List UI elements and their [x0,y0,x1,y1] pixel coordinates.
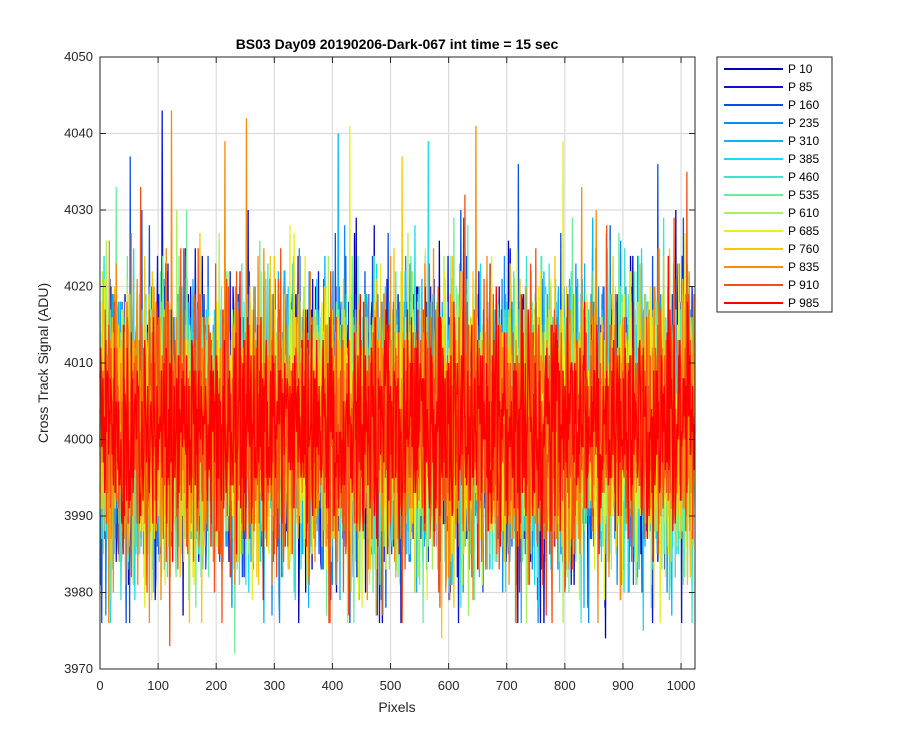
series-line-p-910 [99,171,696,647]
legend-label: P 85 [788,80,813,94]
x-tick-label: 100 [147,678,169,693]
x-tick-label: 300 [263,678,285,693]
y-tick-label: 4020 [64,279,93,294]
chart-title: BS03 Day09 20190206-Dark-067 int time = … [236,36,559,52]
y-axis-title: Cross Track Signal (ADU) [35,283,51,443]
legend-label: P 160 [788,98,819,112]
legend-label: P 385 [788,152,819,166]
legend-label: P 10 [788,62,813,76]
series-lines [99,110,696,654]
x-tick-label: 600 [438,678,460,693]
legend-label: P 760 [788,242,819,256]
y-tick-label: 3990 [64,508,93,523]
x-tick-label: 1000 [667,678,696,693]
x-tick-label: 200 [205,678,227,693]
x-tick-label: 900 [612,678,634,693]
legend: P 10 P 85 P 160 P 235 P 310 P 385 P 460 P 535 P … [716,56,833,313]
x-tick-label: 500 [380,678,402,693]
y-tick-label: 3970 [64,661,93,676]
legend-label: P 610 [788,206,819,220]
y-tick-label: 4040 [64,126,93,141]
legend-label: P 985 [788,296,819,310]
legend-box [716,56,833,313]
y-tick-label: 4000 [64,432,93,447]
y-tick-label: 3980 [64,585,93,600]
series-line-p-985 [99,255,696,601]
legend-label: P 310 [788,134,819,148]
axis-ticks: 0 100 200 300 400 500 600 700 800 900 1000 3970 3980… [64,49,695,693]
legend-label: P 910 [788,278,819,292]
x-tick-label: 700 [496,678,518,693]
x-tick-label: 0 [96,678,103,693]
y-tick-label: 4050 [64,49,93,64]
y-tick-label: 4010 [64,355,93,370]
x-axis-title: Pixels [378,699,415,715]
legend-label: P 535 [788,188,819,202]
x-tick-label: 800 [554,678,576,693]
y-tick-label: 4030 [64,202,93,217]
x-tick-label: 400 [322,678,344,693]
legend-label: P 685 [788,224,819,238]
legend-label: P 235 [788,116,819,130]
legend-label: P 460 [788,170,819,184]
legend-label: P 835 [788,260,819,274]
